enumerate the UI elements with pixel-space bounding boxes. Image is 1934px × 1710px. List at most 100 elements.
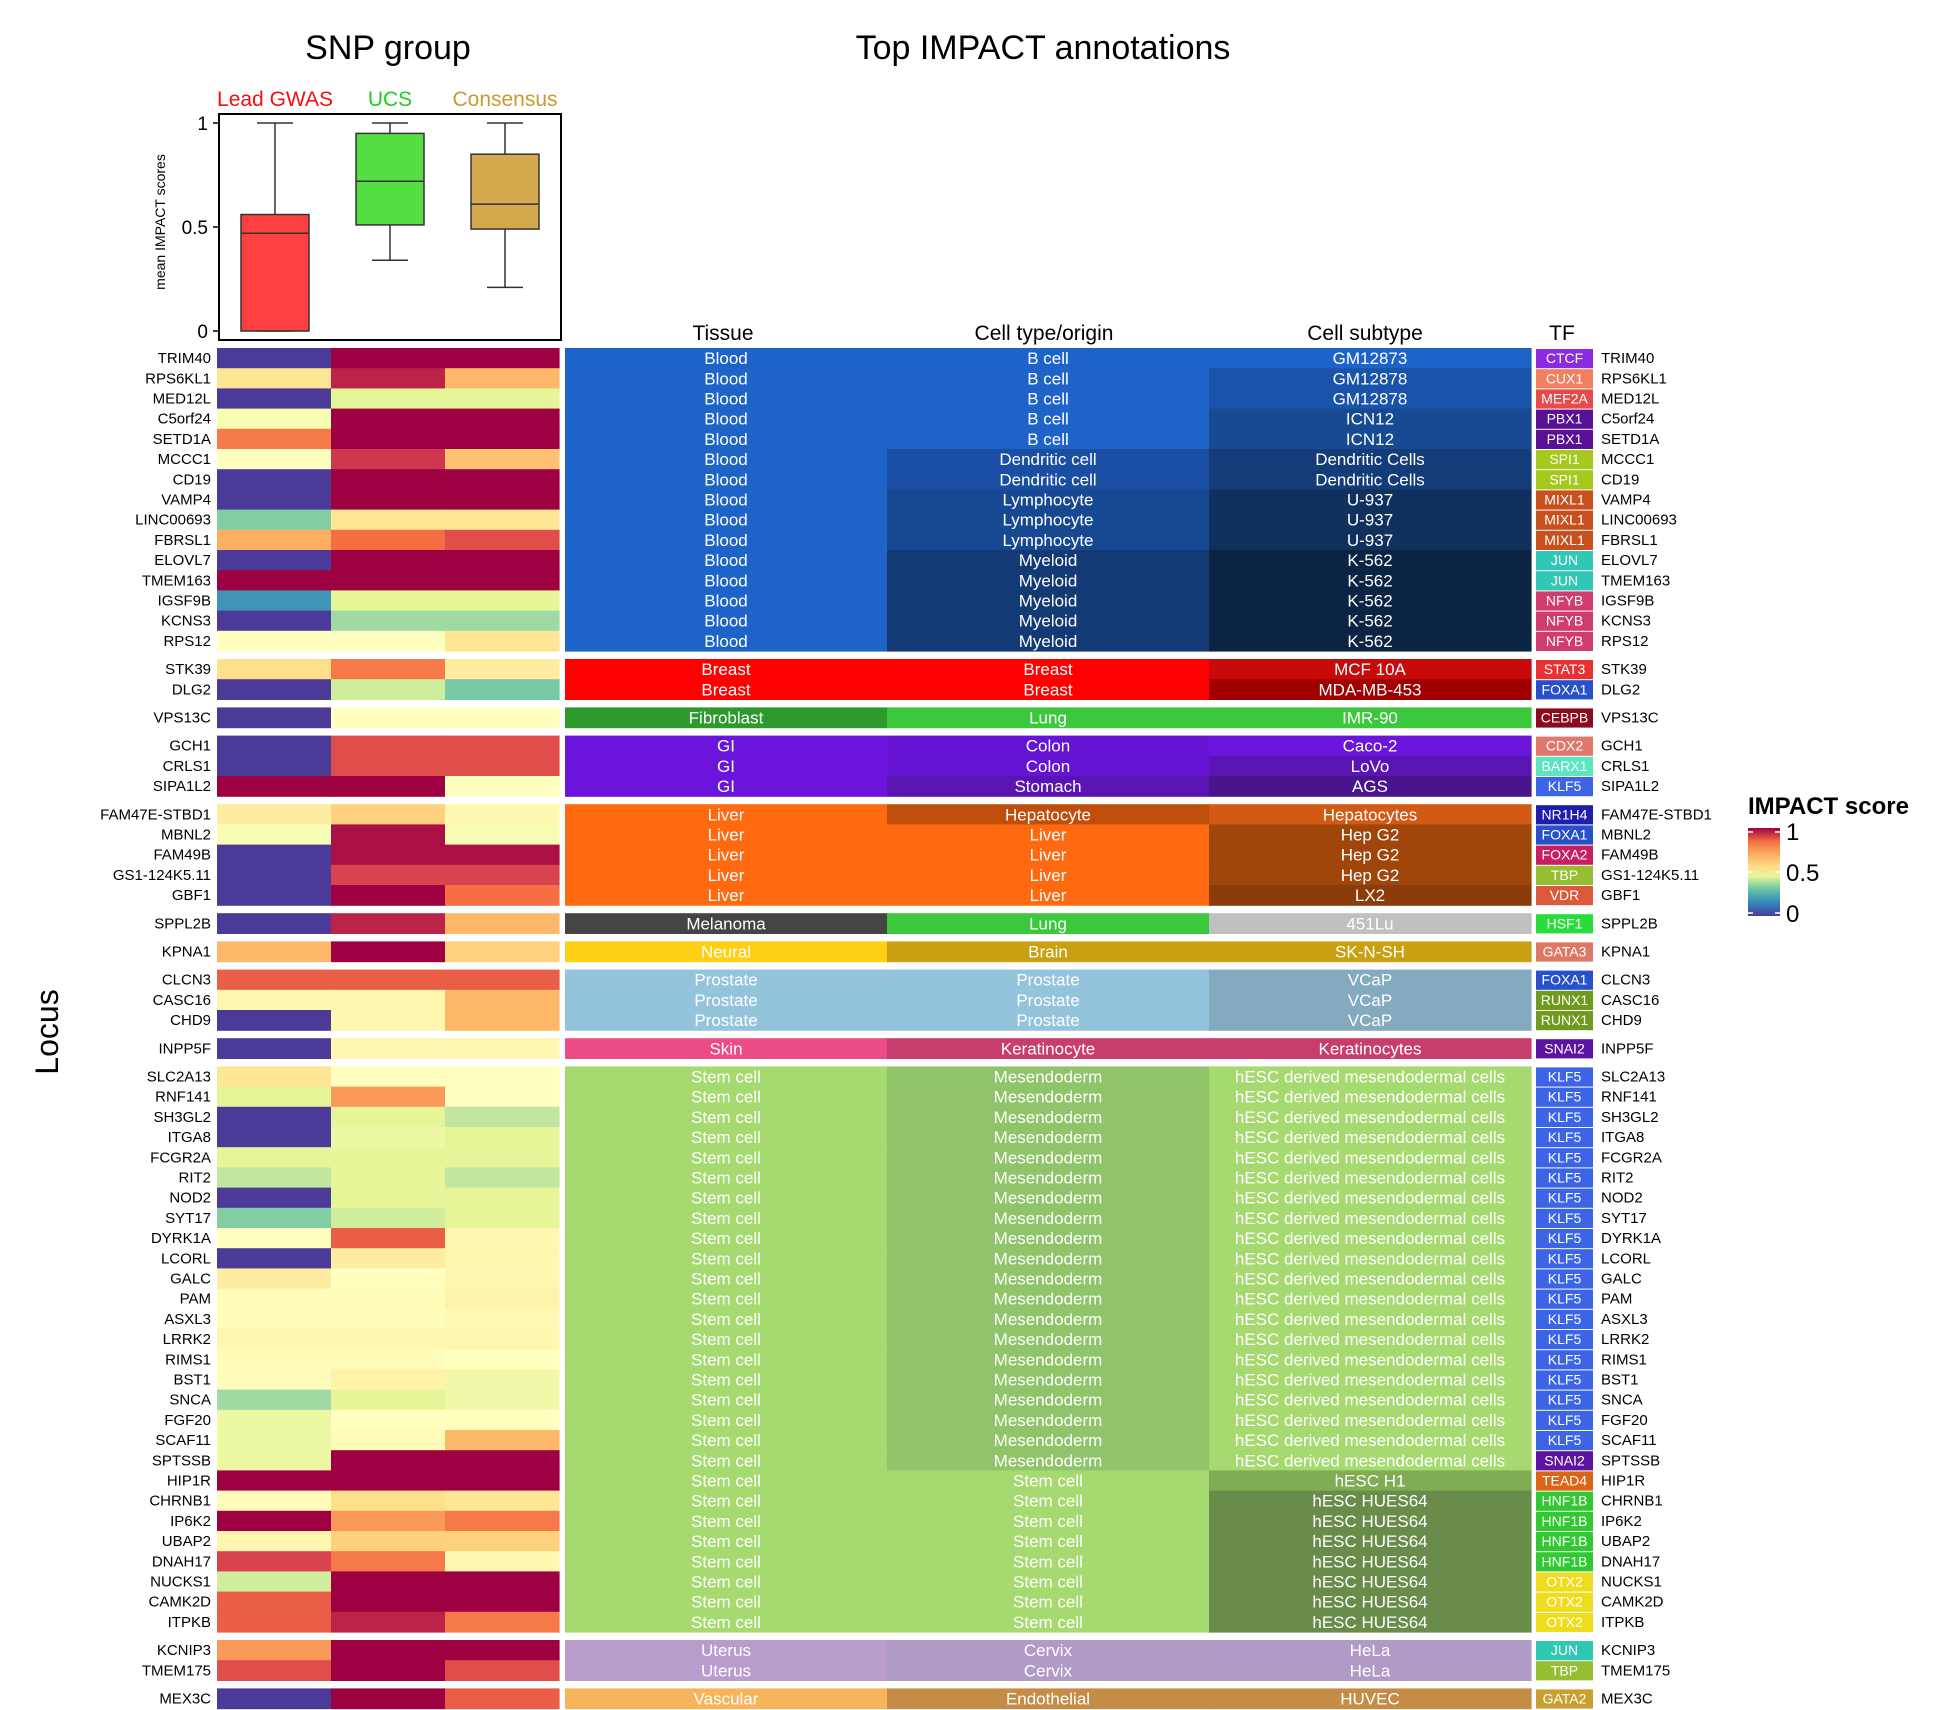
tf-label: SPI1 <box>1549 471 1580 487</box>
celltype-label: Brain <box>1028 943 1068 962</box>
locus-label-right: ASXL3 <box>1601 1311 1648 1328</box>
subtype-label: hESC derived mesendodermal cells <box>1235 1270 1505 1289</box>
heat-cell <box>445 1147 560 1168</box>
locus-label-left: FAM47E-STBD1 <box>100 806 211 823</box>
celltype-label: Mesendoderm <box>994 1310 1103 1329</box>
tf-label: NFYB <box>1546 613 1583 629</box>
tf-label: HNF1B <box>1542 1513 1588 1529</box>
locus-label-left: VAMP4 <box>161 492 211 509</box>
celltype-label: Lymphocyte <box>1002 531 1093 550</box>
celltype-cell <box>887 509 1210 531</box>
tissue-cell <box>565 529 888 551</box>
subtype-label: Dendritic Cells <box>1315 450 1425 469</box>
tf-cell <box>1536 1552 1593 1572</box>
locus-label-left: CLCN3 <box>162 972 211 989</box>
locus-label-left: MED12L <box>153 391 211 408</box>
subtype-cell <box>1209 1490 1532 1512</box>
subtype-label: hESC HUES64 <box>1312 1532 1427 1551</box>
heat-cell <box>217 388 332 410</box>
locus-label-left: RNF141 <box>155 1089 211 1106</box>
subtype-cell <box>1209 388 1532 410</box>
tissue-cell <box>565 1127 888 1148</box>
heat-cell <box>331 707 446 729</box>
tf-label: TBP <box>1551 867 1578 883</box>
subtype-cell <box>1209 804 1532 825</box>
subtype-cell <box>1209 989 1532 1011</box>
celltype-label: Mesendoderm <box>994 1270 1103 1289</box>
locus-label-left: KCNIP3 <box>157 1642 211 1659</box>
heat-cell <box>217 509 332 531</box>
tissue-label: Stem cell <box>691 1108 761 1127</box>
celltype-label: Myeloid <box>1019 551 1078 570</box>
subtype-label: hESC derived mesendodermal cells <box>1235 1310 1505 1329</box>
tf-cell <box>1536 1249 1593 1269</box>
heat-cell <box>331 630 446 652</box>
heat-cell <box>217 550 332 571</box>
subtype-cell <box>1209 1086 1532 1108</box>
subtype-cell <box>1209 610 1532 632</box>
tf-cell <box>1536 845 1593 865</box>
celltype-cell <box>887 824 1210 846</box>
boxplot-ylabel: mean IMPACT scores <box>152 154 168 290</box>
celltype-cell <box>887 913 1210 934</box>
locus-label-right: HIP1R <box>1601 1473 1645 1490</box>
subtype-label: U-937 <box>1347 511 1393 530</box>
celltype-label: Myeloid <box>1019 612 1078 631</box>
tissue-label: Stem cell <box>691 1613 761 1632</box>
locus-label-left: SPPL2B <box>154 915 211 932</box>
locus-label-right: NUCKS1 <box>1601 1574 1662 1591</box>
heat-cell <box>331 824 446 846</box>
tissue-cell <box>565 1086 888 1108</box>
locus-label-left: RIT2 <box>178 1170 211 1187</box>
celltype-cell <box>887 388 1210 410</box>
heat-cell <box>217 1450 332 1471</box>
heat-cell <box>445 1106 560 1128</box>
locus-label-right: LRRK2 <box>1601 1331 1649 1348</box>
subtype-label: VCaP <box>1348 971 1392 990</box>
locus-label-right: RIMS1 <box>1601 1351 1647 1368</box>
tissue-label: Stem cell <box>691 1350 761 1369</box>
locus-label-left: RIMS1 <box>165 1351 211 1368</box>
tf-cell <box>1536 970 1593 990</box>
subtype-cell <box>1209 1571 1532 1593</box>
tf-label: CUX1 <box>1546 370 1584 386</box>
heat-cell <box>445 707 560 729</box>
tissue-cell <box>565 408 888 430</box>
locus-label-right: PAM <box>1601 1291 1632 1308</box>
heat-cell <box>331 755 446 777</box>
locus-label-left: ITPKB <box>168 1614 211 1631</box>
tf-cell <box>1536 1532 1593 1552</box>
heat-cell <box>445 989 560 1011</box>
tf-label: OTX2 <box>1546 1614 1583 1630</box>
tf-label: NFYB <box>1546 593 1583 609</box>
locus-label-right: MEX3C <box>1601 1691 1653 1708</box>
tf-label: SNAI2 <box>1544 1040 1585 1056</box>
tissue-cell <box>565 707 888 729</box>
tissue-label: Blood <box>704 369 747 388</box>
celltype-label: Myeloid <box>1019 592 1078 611</box>
locus-label-left: SIPA1L2 <box>153 778 211 795</box>
heat-cell <box>445 1010 560 1031</box>
heat-cell <box>445 1288 560 1310</box>
locus-label-right: SCAF11 <box>1601 1432 1657 1449</box>
heat-cell <box>217 1510 332 1532</box>
tf-cell <box>1536 611 1593 631</box>
heat-cell <box>331 1288 446 1310</box>
heat-cell <box>445 1389 560 1411</box>
tf-cell <box>1536 1330 1593 1350</box>
heat-cell <box>217 1660 332 1681</box>
subtype-label: MDA-MB-453 <box>1319 680 1422 699</box>
heat-cell <box>331 1611 446 1633</box>
locus-label-right: GBF1 <box>1601 887 1640 904</box>
celltype-label: Myeloid <box>1019 632 1078 651</box>
locus-label-left: FGF20 <box>164 1412 211 1429</box>
tissue-cell <box>565 735 888 757</box>
locus-label-left: FCGR2A <box>150 1149 211 1166</box>
tf-label: HNF1B <box>1542 1493 1588 1509</box>
tissue-label: Vascular <box>694 1690 759 1709</box>
celltype-label: Mesendoderm <box>994 1108 1103 1127</box>
subtype-cell <box>1209 1106 1532 1128</box>
tf-label: KLF5 <box>1548 1291 1582 1307</box>
subtype-cell <box>1209 1389 1532 1411</box>
heat-cell <box>331 590 446 612</box>
